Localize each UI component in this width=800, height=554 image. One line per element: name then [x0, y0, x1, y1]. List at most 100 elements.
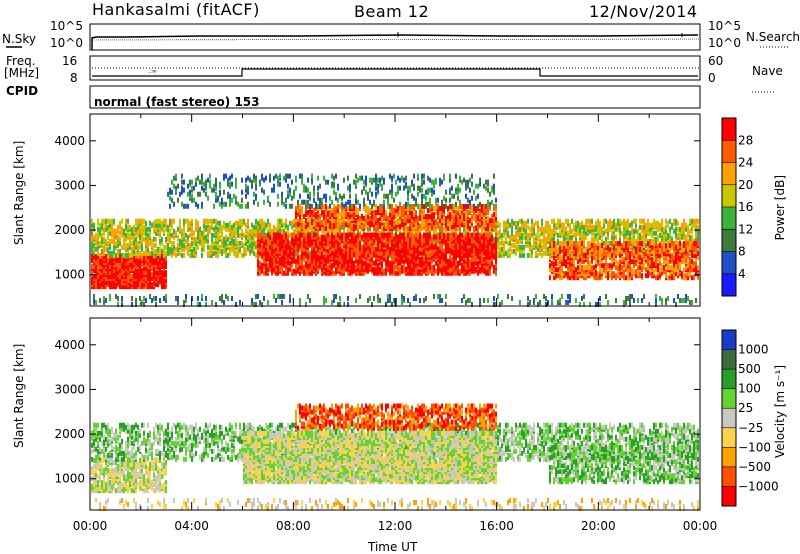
cpid-value: normal (fast stereo) 153 — [94, 95, 260, 109]
data-cell — [247, 230, 249, 236]
data-cell — [397, 189, 399, 195]
data-cell — [211, 248, 213, 254]
data-cell — [363, 240, 365, 246]
data-cell — [165, 244, 167, 250]
data-cell — [205, 179, 207, 185]
data-cell — [337, 208, 339, 214]
data-cell — [375, 191, 377, 197]
data-cell — [389, 212, 391, 218]
data-cell — [193, 250, 195, 256]
data-cell — [269, 173, 271, 179]
data-cell — [321, 220, 323, 226]
data-cell — [309, 297, 311, 303]
data-cell — [271, 236, 273, 242]
data-cell — [363, 260, 365, 266]
data-cell — [359, 264, 361, 270]
data-cell — [297, 236, 299, 242]
data-cell — [323, 175, 325, 181]
data-cell — [439, 258, 441, 264]
data-cell — [331, 226, 333, 232]
data-cell — [421, 256, 423, 262]
data-cell — [437, 246, 439, 252]
data-cell — [425, 232, 427, 238]
data-cell — [295, 214, 297, 220]
data-cell — [307, 268, 309, 274]
data-cell — [303, 183, 305, 189]
data-cell — [143, 230, 145, 236]
data-cell — [131, 246, 133, 252]
data-cell — [229, 181, 231, 187]
data-cell — [147, 226, 149, 232]
data-cell — [409, 236, 411, 242]
data-cell — [239, 224, 241, 230]
data-cell — [151, 258, 153, 264]
data-cell — [335, 191, 337, 197]
data-cell — [345, 232, 347, 238]
data-cell — [177, 226, 179, 232]
data-cell — [413, 234, 415, 240]
data-cell — [325, 252, 327, 258]
data-cell — [261, 218, 263, 224]
data-cell — [119, 254, 121, 259]
data-cell — [375, 246, 377, 252]
data-cell — [427, 208, 429, 214]
data-cell — [441, 232, 443, 238]
data-cell — [101, 218, 103, 224]
data-cell — [207, 177, 209, 183]
data-cell — [371, 262, 373, 268]
data-cell — [251, 228, 253, 234]
data-cell — [257, 246, 259, 252]
data-cell — [99, 222, 101, 228]
data-cell — [281, 250, 283, 256]
data-cell — [121, 244, 123, 250]
freq-tick-bottom: 8 — [70, 71, 78, 85]
data-cell — [399, 224, 401, 230]
data-cell — [285, 218, 287, 224]
data-cell — [257, 254, 259, 260]
data-cell — [417, 191, 419, 197]
data-cell — [435, 234, 437, 240]
data-cell — [289, 187, 291, 193]
data-cell — [189, 242, 191, 248]
data-cell — [341, 201, 343, 207]
data-cell — [419, 260, 421, 266]
data-cell — [131, 240, 133, 246]
data-cell — [331, 232, 333, 238]
data-cell — [287, 224, 289, 230]
data-cell — [205, 218, 207, 224]
data-cell — [135, 297, 137, 303]
data-cell — [411, 218, 413, 224]
data-cell — [377, 293, 379, 299]
data-cell — [233, 193, 235, 199]
data-cell — [143, 218, 145, 224]
data-cell — [275, 173, 277, 179]
data-cell — [155, 276, 157, 282]
data-cell — [301, 173, 303, 179]
data-cell — [327, 254, 329, 260]
data-cell — [359, 203, 361, 209]
data-cell — [111, 228, 113, 234]
data-cell — [167, 242, 169, 248]
data-cell — [239, 203, 241, 209]
data-cell — [265, 234, 267, 240]
nsky-panel — [6, 23, 790, 51]
data-cell — [147, 254, 149, 259]
data-cell — [155, 230, 157, 236]
data-cell — [259, 260, 261, 266]
nsky-tick-bottom: 10^0 — [50, 36, 83, 50]
data-cell — [201, 230, 203, 236]
data-cell — [225, 173, 227, 179]
data-cell — [421, 240, 423, 246]
data-cell — [93, 297, 95, 303]
data-cell — [307, 193, 309, 199]
data-cell — [321, 203, 323, 209]
data-cell — [257, 220, 259, 226]
data-cell — [97, 254, 99, 259]
data-cell — [373, 295, 375, 301]
data-cell — [235, 195, 237, 201]
data-cell — [305, 302, 307, 307]
data-cell — [151, 282, 153, 288]
data-cell — [141, 252, 143, 258]
data-cell — [353, 236, 355, 242]
data-cell — [363, 232, 365, 238]
